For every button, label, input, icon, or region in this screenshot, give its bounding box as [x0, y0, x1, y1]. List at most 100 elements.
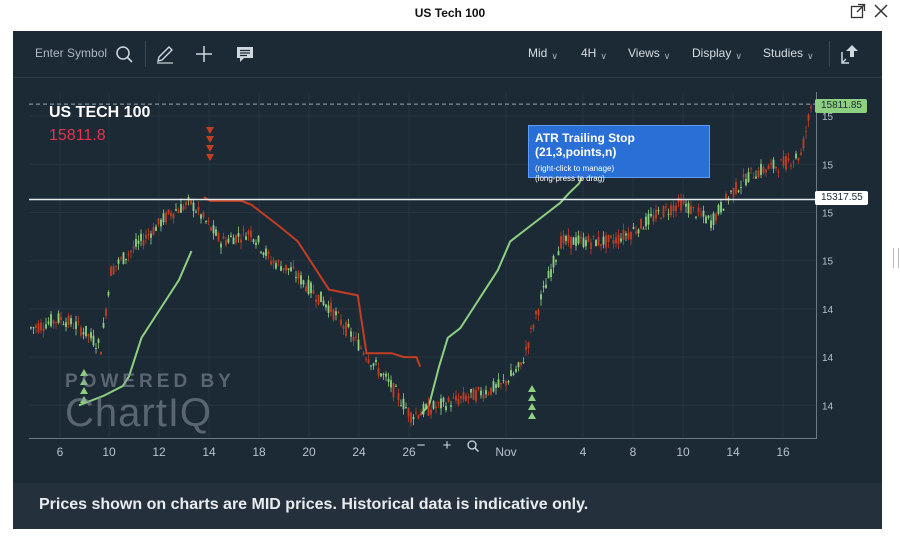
candle-body [140, 233, 142, 241]
candle-body [355, 336, 357, 338]
candle-body [415, 412, 417, 414]
candle-body [527, 342, 530, 349]
candle-body [635, 231, 637, 234]
x-tick-label: 24 [352, 445, 366, 459]
study-title: ATR Trailing Stop (21,3,points,n) [535, 131, 635, 159]
candle-body [247, 230, 250, 235]
candle-body [777, 171, 780, 173]
candle-body [150, 233, 152, 238]
horizontal-line-price-tag[interactable]: 15317.55 [815, 191, 868, 205]
candle-body [455, 395, 457, 401]
candle-body [32, 327, 35, 329]
study-legend[interactable]: ATR Trailing Stop (21,3,points,n) (right… [528, 125, 710, 183]
candle-body [582, 237, 585, 247]
candle-body [760, 164, 762, 175]
periodicity-menu[interactable]: 4H ∨ [581, 46, 607, 61]
candle-body [437, 402, 440, 404]
candle-body [90, 332, 92, 339]
candle-body [475, 390, 477, 402]
candle-body [75, 321, 77, 329]
candle-body [390, 380, 392, 388]
candle-body [37, 323, 40, 333]
candle-body [40, 322, 42, 331]
candle-body [697, 207, 700, 212]
x-tick-label: 10 [676, 445, 690, 459]
candle-body [672, 205, 675, 212]
candle-body [380, 373, 382, 377]
candle-body [430, 409, 432, 415]
candle-body [560, 236, 562, 249]
candle-body [55, 322, 57, 324]
close-icon[interactable] [871, 3, 891, 23]
candle-body [357, 339, 360, 351]
share-export-icon[interactable] [839, 42, 861, 64]
y-tick-label: 15250.0 [822, 208, 833, 219]
candle-body [432, 401, 435, 409]
candle-body [622, 229, 625, 241]
price-type-menu[interactable]: Mid ∨ [528, 46, 558, 61]
candle-body [305, 286, 307, 292]
studies-menu[interactable]: Studies ∨ [763, 46, 814, 61]
candle-body [770, 162, 772, 165]
candle-body [265, 248, 267, 256]
candle-body [400, 404, 402, 406]
info-panel-icon[interactable] [234, 43, 256, 65]
y-tick-label: 14750.0 [822, 305, 833, 316]
candle-body [787, 158, 790, 161]
candle-body [220, 243, 222, 248]
crosshair-plus-icon[interactable] [193, 43, 215, 65]
candle-body [275, 263, 277, 269]
candle-body [590, 242, 592, 249]
candle-body [705, 216, 707, 224]
search-icon[interactable] [114, 43, 136, 65]
atr-reversal-marker [528, 385, 536, 392]
views-menu[interactable]: Views ∨ [628, 46, 671, 61]
candle-body [392, 383, 395, 398]
draw-pencil-icon[interactable] [154, 43, 176, 65]
popout-icon[interactable] [848, 3, 868, 23]
y-axis: 15750.0 15500.0 15250.0 15000.0 14750.0 14500… [822, 112, 859, 412]
atr-reversal-marker [80, 387, 88, 394]
candle-body [202, 212, 205, 218]
candle-body [657, 210, 660, 212]
candle-body [235, 234, 237, 243]
atr-reversal-marker [528, 394, 536, 401]
symbol-search-input[interactable] [33, 45, 123, 61]
atr-stop-line-long [419, 154, 594, 416]
candle-body [157, 218, 160, 225]
candle-body [767, 165, 770, 170]
candle-body [210, 227, 212, 231]
candle-body [700, 213, 702, 215]
candle-body [112, 266, 115, 275]
candle-body [175, 209, 177, 211]
candle-body [410, 412, 412, 423]
candle-body [585, 240, 587, 247]
zoom-in-button[interactable]: + [442, 437, 452, 454]
atr-reversal-marker [528, 412, 536, 419]
candle-body [195, 211, 197, 213]
candle-body [165, 212, 167, 223]
x-tick-label: 18 [252, 445, 266, 459]
candle-body [647, 213, 650, 225]
candle-body [365, 358, 367, 360]
candle-body [287, 268, 290, 270]
zoom-reset-icon[interactable] [462, 435, 484, 457]
candle-body [82, 332, 85, 335]
candle-body [402, 398, 405, 410]
window-resize-handle[interactable] [893, 248, 899, 268]
candle-body [77, 321, 80, 323]
x-tick-label: 4 [579, 445, 587, 459]
candle-body [472, 388, 475, 400]
candle-body [230, 235, 232, 238]
candle-body [270, 261, 272, 265]
zoom-out-button[interactable]: − [416, 437, 426, 454]
candle-body [372, 363, 375, 366]
candle-body [155, 226, 157, 231]
price-chart[interactable]: 15750.0 15500.0 15250.0 15000.0 14750.0 14500… [29, 92, 859, 439]
candle-body [597, 237, 600, 246]
display-menu[interactable]: Display ∨ [692, 46, 742, 61]
candles [30, 104, 812, 427]
candle-body [135, 239, 137, 247]
candle-body [607, 234, 610, 242]
x-tick-label: 14 [726, 445, 740, 459]
